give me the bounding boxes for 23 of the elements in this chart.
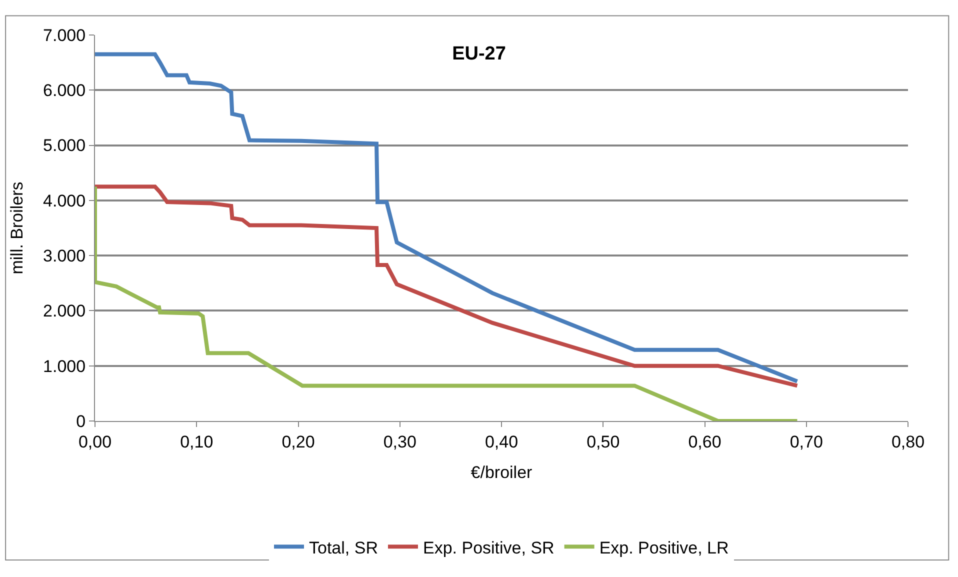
x-tick-label: 0,60: [688, 432, 722, 452]
x-tick-label: 0,70: [790, 432, 823, 452]
y-tick-label: 1.000: [43, 356, 86, 376]
x-tick-label: 0,00: [78, 432, 112, 452]
y-tick-label: 3.000: [43, 246, 86, 266]
legend-label: Exp. Positive, SR: [422, 538, 554, 558]
y-tick-label: 6.000: [43, 81, 86, 100]
legend-label: Total, SR: [309, 538, 378, 558]
x-tick-label: 0,30: [383, 432, 416, 452]
y-axis-title: mill. Broilers: [8, 182, 27, 274]
y-tick-label: 4.000: [43, 191, 86, 210]
y-tick-label: 2.000: [43, 302, 86, 321]
x-tick-label: 0,80: [891, 432, 925, 452]
text: EU-27: [452, 43, 506, 64]
x-axis-title: €/broiler: [470, 462, 533, 482]
y-tick-label: 5.000: [43, 136, 86, 156]
y-tick-label: 7.000: [43, 26, 86, 45]
x-tick-label: 0,10: [180, 432, 214, 452]
y-tick-label: 0: [76, 412, 86, 431]
x-tick-label: 0,40: [484, 432, 518, 452]
legend-label: Exp. Positive, LR: [599, 538, 729, 558]
x-tick-label: 0,50: [586, 432, 620, 452]
x-tick-label: 0,20: [282, 432, 315, 452]
